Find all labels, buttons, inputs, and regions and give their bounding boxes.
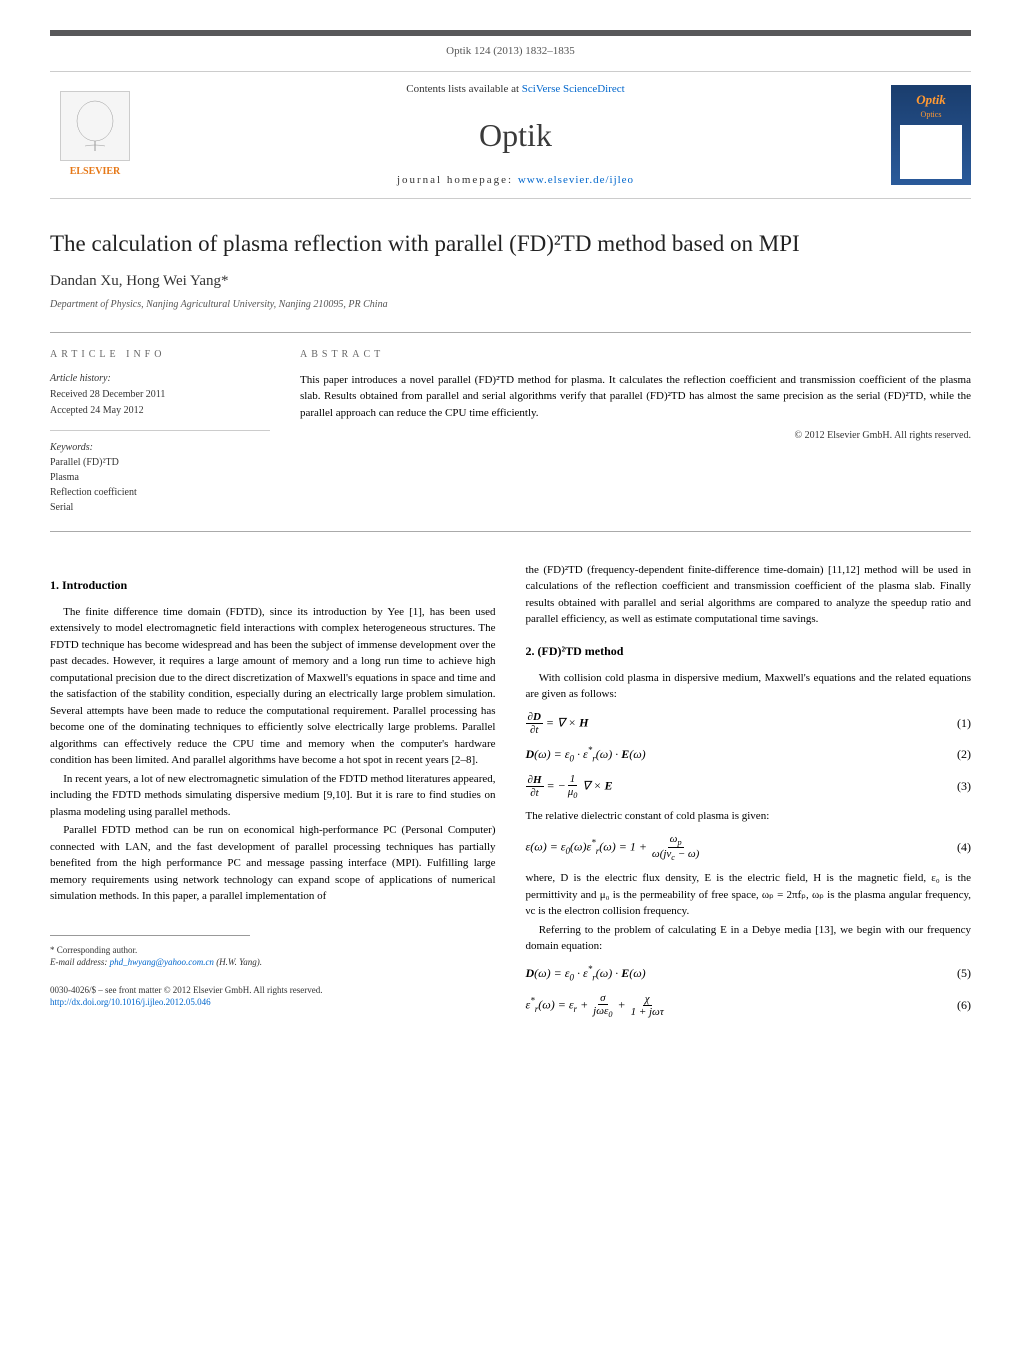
method-para-3: where, D is the electric flux density, E… bbox=[526, 870, 972, 920]
col2-para-1: the (FD)²TD (frequency-dependent finite-… bbox=[526, 562, 972, 628]
intro-heading: 1. Introduction bbox=[50, 577, 496, 594]
copyright-line: © 2012 Elsevier GmbH. All rights reserve… bbox=[300, 429, 971, 443]
homepage-link[interactable]: www.elsevier.de/ijleo bbox=[518, 174, 634, 186]
equation-4: ε(ω) = ε0(ω)ε*r(ω) = 1 + ωpω(jνc − ω) (4… bbox=[526, 833, 972, 863]
eq3-body: ∂H∂t = −1μ0 ∇ × E bbox=[526, 773, 942, 800]
intro-para-1: The finite difference time domain (FDTD)… bbox=[50, 604, 496, 769]
contents-text: Contents lists available at bbox=[406, 83, 521, 95]
cover-title: Optik bbox=[916, 91, 946, 109]
intro-para-2: In recent years, a lot of new electromag… bbox=[50, 771, 496, 821]
accepted-line: Accepted 24 May 2012 bbox=[50, 404, 270, 418]
header-row: ELSEVIER Contents lists available at Sci… bbox=[50, 71, 971, 199]
eq2-num: (2) bbox=[941, 746, 971, 763]
eq3-num: (3) bbox=[941, 778, 971, 795]
header-center: Contents lists available at SciVerse Sci… bbox=[140, 82, 891, 188]
page-reference: Optik 124 (2013) 1832–1835 bbox=[50, 44, 971, 59]
eq5-body: D(ω) = ε0 · ε*r(ω) · E(ω) bbox=[526, 963, 942, 984]
authors: Dandan Xu, Hong Wei Yang* bbox=[50, 271, 971, 292]
method-heading: 2. (FD)²TD method bbox=[526, 643, 972, 660]
eq6-num: (6) bbox=[941, 997, 971, 1014]
abstract-heading: ABSTRACT bbox=[300, 348, 971, 362]
eq1-num: (1) bbox=[941, 715, 971, 732]
history-label: Article history: bbox=[50, 372, 270, 386]
eq1-body: ∂D∂t = ∇ × H bbox=[526, 711, 942, 736]
email-label: E-mail address: bbox=[50, 957, 110, 967]
equation-2: D(ω) = ε0 · ε*r(ω) · E(ω) (2) bbox=[526, 744, 972, 765]
article-info: ARTICLE INFO Article history: Received 2… bbox=[50, 348, 270, 516]
affiliation: Department of Physics, Nanjing Agricultu… bbox=[50, 298, 971, 312]
article-info-heading: ARTICLE INFO bbox=[50, 348, 270, 362]
two-column-body: 1. Introduction The finite difference ti… bbox=[50, 562, 971, 1027]
eq4-body: ε(ω) = ε0(ω)ε*r(ω) = 1 + ωpω(jνc − ω) bbox=[526, 833, 942, 863]
eq2-body: D(ω) = ε0 · ε*r(ω) · E(ω) bbox=[526, 744, 942, 765]
abstract-column: ABSTRACT This paper introduces a novel p… bbox=[300, 348, 971, 516]
homepage-label: journal homepage: bbox=[397, 174, 518, 186]
method-para-1: With collision cold plasma in dispersive… bbox=[526, 670, 972, 703]
cover-subtitle: Optics bbox=[921, 109, 942, 120]
eq4-num: (4) bbox=[941, 839, 971, 856]
method-para-2: The relative dielectric constant of cold… bbox=[526, 808, 972, 825]
equation-1: ∂D∂t = ∇ × H (1) bbox=[526, 711, 972, 736]
elsevier-tree-icon bbox=[60, 91, 130, 161]
keyword: Parallel (FD)²TD bbox=[50, 456, 270, 470]
doi-link[interactable]: http://dx.doi.org/10.1016/j.ijleo.2012.0… bbox=[50, 997, 211, 1007]
eq6-body: ε*r(ω) = εr + σjωε0 + χ1 + jωτ bbox=[526, 992, 942, 1019]
journal-name: Optik bbox=[140, 113, 891, 158]
right-column: the (FD)²TD (frequency-dependent finite-… bbox=[526, 562, 972, 1027]
equation-6: ε*r(ω) = εr + σjωε0 + χ1 + jωτ (6) bbox=[526, 992, 972, 1019]
footer-separator bbox=[50, 935, 250, 944]
sciencedirect-link[interactable]: SciVerse ScienceDirect bbox=[522, 83, 625, 95]
info-abstract-row: ARTICLE INFO Article history: Received 2… bbox=[50, 332, 971, 532]
keywords-label: Keywords: bbox=[50, 441, 270, 455]
received-line: Received 28 December 2011 bbox=[50, 388, 270, 402]
left-column: 1. Introduction The finite difference ti… bbox=[50, 562, 496, 1027]
intro-para-3: Parallel FDTD method can be run on econo… bbox=[50, 822, 496, 905]
keyword: Serial bbox=[50, 501, 270, 515]
journal-cover-thumb: Optik Optics bbox=[891, 85, 971, 185]
equation-5: D(ω) = ε0 · ε*r(ω) · E(ω) (5) bbox=[526, 963, 972, 984]
doi-block: 0030-4026/$ – see front matter © 2012 El… bbox=[50, 984, 496, 1009]
abstract-text: This paper introduces a novel parallel (… bbox=[300, 372, 971, 422]
contents-line: Contents lists available at SciVerse Sci… bbox=[140, 82, 891, 97]
corresponding-author: * Corresponding author. bbox=[50, 944, 496, 957]
equation-3: ∂H∂t = −1μ0 ∇ × E (3) bbox=[526, 773, 972, 800]
elsevier-logo: ELSEVIER bbox=[50, 85, 140, 185]
homepage-line: journal homepage: www.elsevier.de/ijleo bbox=[140, 173, 891, 188]
keywords-section: Keywords: Parallel (FD)²TD Plasma Reflec… bbox=[50, 441, 270, 515]
email-link[interactable]: phd_hwyang@yahoo.com.cn bbox=[110, 957, 214, 967]
keyword: Plasma bbox=[50, 471, 270, 485]
cover-body bbox=[900, 125, 961, 180]
keyword: Reflection coefficient bbox=[50, 486, 270, 500]
email-line: E-mail address: phd_hwyang@yahoo.com.cn … bbox=[50, 956, 496, 969]
email-suffix: (H.W. Yang). bbox=[214, 957, 262, 967]
elsevier-label: ELSEVIER bbox=[70, 165, 121, 179]
eq5-num: (5) bbox=[941, 965, 971, 982]
article-title: The calculation of plasma reflection wit… bbox=[50, 229, 971, 259]
header-bar: Optik 124 (2013) 1832–1835 ELSEVIER Cont… bbox=[50, 30, 971, 199]
history-section: Article history: Received 28 December 20… bbox=[50, 372, 270, 431]
method-para-4: Referring to the problem of calculating … bbox=[526, 922, 972, 955]
issn-line: 0030-4026/$ – see front matter © 2012 El… bbox=[50, 984, 496, 997]
